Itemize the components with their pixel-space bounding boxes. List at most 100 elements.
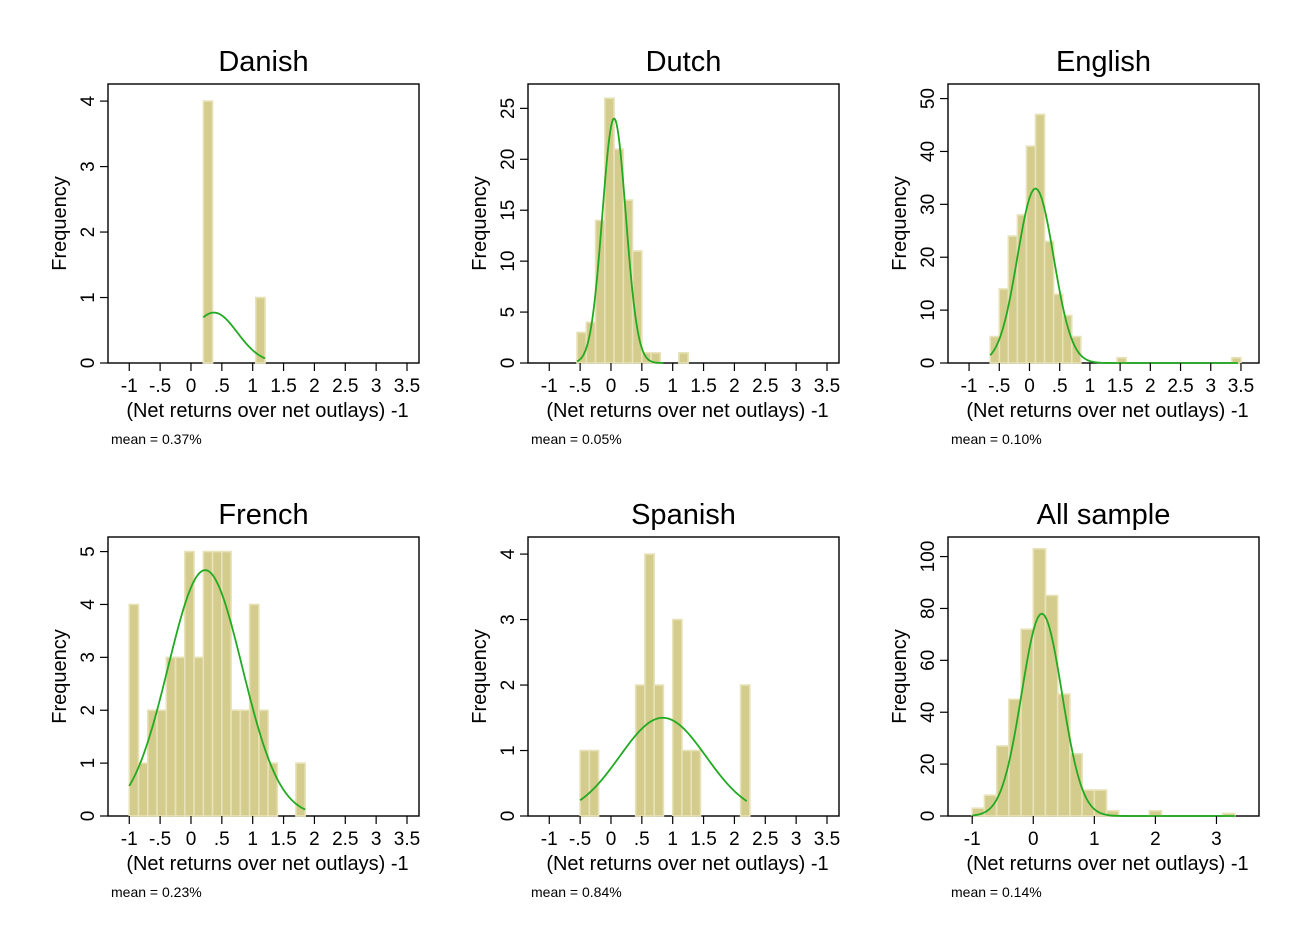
y-axis-label: Frequency [49, 629, 71, 724]
density-curve [989, 187, 1238, 364]
panel-title: French [218, 499, 308, 531]
x-axis-label: (Net returns over net outlays) -1 [966, 400, 1248, 422]
y-tick-label: 10 [498, 251, 519, 272]
x-tick-label: 2.5 [332, 829, 358, 850]
histogram-bar [1016, 214, 1028, 364]
x-tick-label: 3 [1211, 829, 1222, 850]
x-tick-label: 2 [1150, 829, 1161, 850]
x-tick-label: .5 [214, 376, 230, 397]
mean-note: mean = 0.14% [951, 884, 1042, 900]
panel-all-sample: -1 0 1 2 3 0 20 40 60 80 100 All sample Frequency (Ne… [889, 499, 1260, 900]
x-tick-label: -.5 [988, 376, 1010, 397]
y-tick-label: 40 [918, 141, 939, 162]
y-tick-label: 1 [498, 745, 519, 756]
y-tick-label: 80 [918, 598, 939, 619]
panel-french: -1 -.5 0 .5 1 1.5 2 2.5 3 3.5 0 1 2 3 4 5 French Frequenc… [49, 499, 420, 900]
x-tick-label: -.5 [569, 829, 591, 850]
x-tick-label: 3 [1205, 376, 1216, 397]
x-tick-label: 2 [1145, 376, 1156, 397]
histogram-bar [248, 603, 260, 817]
histogram-bar [202, 550, 214, 817]
x-tick-label: 3.5 [814, 829, 840, 850]
x-tick-label: 3 [371, 376, 382, 397]
histogram-bar [995, 745, 1010, 817]
mean-note: mean = 0.37% [111, 431, 202, 447]
histogram-bar [230, 709, 242, 817]
x-tick-label: -.5 [149, 829, 171, 850]
x-tick-label: -1 [961, 376, 978, 397]
histogram-bar [1069, 752, 1083, 817]
y-tick-label: 10 [918, 300, 939, 321]
histogram-bar [1043, 240, 1055, 364]
x-tick-label: 2.5 [752, 376, 778, 397]
panel-dutch: -1 -.5 0 .5 1 1.5 2 2.5 3 3.5 0 5 10 15 20 25 Dutch Frequ… [469, 46, 840, 447]
histogram-bar [156, 709, 168, 817]
x-tick-label: -1 [541, 376, 558, 397]
histogram-bar [258, 709, 269, 817]
density-curve [576, 117, 664, 364]
x-axis-label: (Net returns over net outlays) -1 [126, 400, 408, 422]
histogram-bar [193, 656, 205, 817]
y-tick-label: 30 [918, 194, 939, 215]
y-tick-label: 1 [78, 758, 99, 769]
x-tick-label: 3 [791, 376, 802, 397]
histogram-bar [613, 148, 625, 364]
histogram-bar [671, 618, 683, 817]
y-tick-label: 3 [78, 652, 99, 663]
y-tick-label: 20 [498, 149, 519, 170]
y-tick-label: 2 [498, 680, 519, 691]
histogram-bar [1056, 693, 1071, 817]
y-axis-label: Frequency [469, 176, 491, 271]
y-tick-label: 0 [78, 811, 99, 822]
histogram-bar [221, 550, 232, 817]
plot-frame [947, 536, 1260, 817]
y-axis-label: Frequency [889, 176, 911, 271]
y-tick-label: 4 [78, 599, 99, 610]
x-tick-label: 3.5 [1228, 376, 1254, 397]
y-tick-label: 0 [918, 811, 939, 822]
x-tick-label: -1 [121, 376, 138, 397]
x-tick-label: 2 [729, 376, 740, 397]
histogram-bar [295, 762, 306, 817]
histogram-bar [174, 656, 186, 817]
x-tick-label: .5 [214, 829, 230, 850]
y-tick-label: 0 [918, 358, 939, 369]
density-curve [202, 311, 266, 360]
y-axis-label: Frequency [49, 176, 71, 271]
plot-frame [947, 83, 1260, 364]
y-tick-label: 0 [498, 358, 519, 369]
y-tick-label: 2 [78, 227, 99, 238]
panel-title: English [1056, 46, 1151, 78]
x-tick-label: 1.5 [690, 829, 716, 850]
y-tick-label: 0 [78, 358, 99, 369]
x-tick-label: 0 [1028, 829, 1039, 850]
histogram-bar [137, 762, 149, 817]
histogram-bar [634, 684, 646, 817]
histogram-bar [254, 296, 266, 364]
panel-english: -1 -.5 0 .5 1 1.5 2 2.5 3 3.5 0 10 20 30 40 50 English Fr… [889, 46, 1260, 447]
histogram-bar [1025, 145, 1037, 364]
histogram-bar [1044, 594, 1059, 817]
x-tick-label: -.5 [569, 376, 591, 397]
histogram-bar [690, 749, 702, 817]
density-curve [128, 569, 306, 811]
mean-note: mean = 0.84% [531, 884, 622, 900]
x-tick-label: -1 [121, 829, 138, 850]
histogram-bar [202, 100, 214, 364]
panel-title: Dutch [646, 46, 722, 78]
histogram-bar [678, 352, 689, 364]
density-curve [579, 716, 748, 802]
x-tick-label: 2 [729, 829, 740, 850]
x-tick-label: 0 [1024, 376, 1035, 397]
x-tick-label: 1 [1089, 829, 1100, 850]
x-tick-label: 2.5 [1167, 376, 1193, 397]
y-tick-label: 20 [918, 754, 939, 775]
x-tick-label: 1 [667, 376, 678, 397]
histogram-bar [739, 684, 751, 817]
x-tick-label: -1 [541, 829, 558, 850]
mean-note: mean = 0.10% [951, 431, 1042, 447]
y-tick-label: 40 [918, 702, 939, 723]
x-tick-label: 2 [309, 376, 320, 397]
x-axis-label: (Net returns over net outlays) -1 [546, 400, 828, 422]
